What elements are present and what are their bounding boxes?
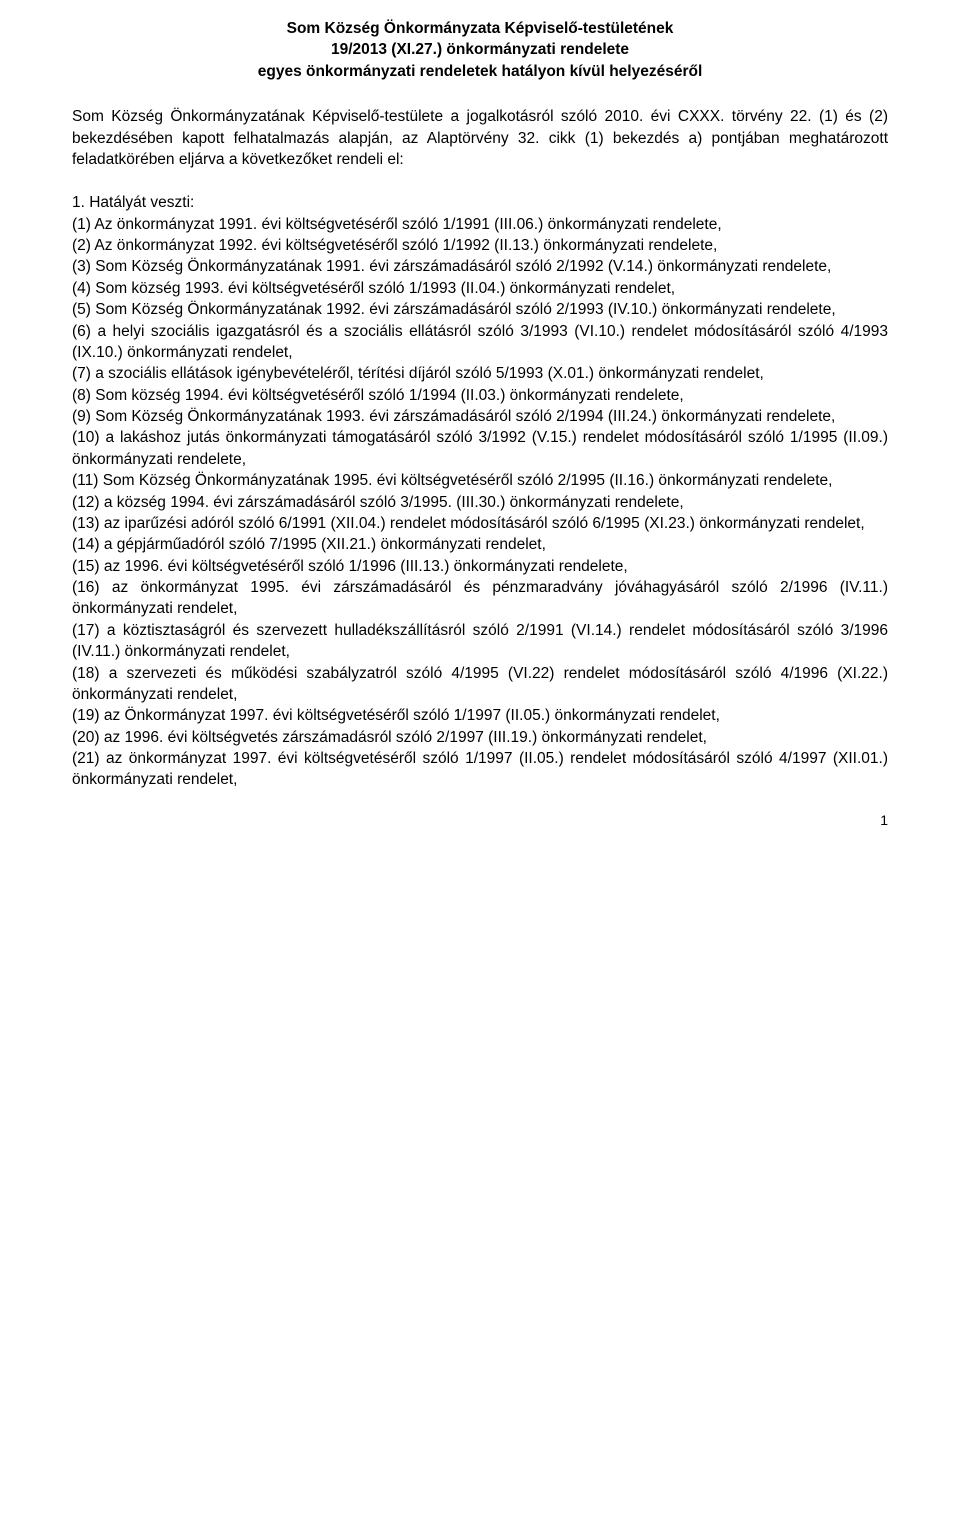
- list-item: (15) az 1996. évi költségvetéséről szóló…: [72, 556, 888, 577]
- document-header: Som Község Önkormányzata Képviselő-testü…: [72, 18, 888, 82]
- list-item: (4) Som község 1993. évi költségvetésérő…: [72, 278, 888, 299]
- header-line-1: Som Község Önkormányzata Képviselő-testü…: [72, 18, 888, 39]
- list-item: (16) az önkormányzat 1995. évi zárszámad…: [72, 577, 888, 620]
- header-line-3: egyes önkormányzati rendeletek hatályon …: [72, 61, 888, 82]
- list-item: (9) Som Község Önkormányzatának 1993. év…: [72, 406, 888, 427]
- list-item: (13) az iparűzési adóról szóló 6/1991 (X…: [72, 513, 888, 534]
- list-item: (21) az önkormányzat 1997. évi költségve…: [72, 748, 888, 791]
- list-item: (12) a község 1994. évi zárszámadásáról …: [72, 492, 888, 513]
- items-list: (1) Az önkormányzat 1991. évi költségvet…: [72, 214, 888, 791]
- header-line-2: 19/2013 (XI.27.) önkormányzati rendelete: [72, 39, 888, 60]
- list-item: (2) Az önkormányzat 1992. évi költségvet…: [72, 235, 888, 256]
- list-item: (5) Som Község Önkormányzatának 1992. év…: [72, 299, 888, 320]
- list-item: (17) a köztisztaságról és szervezett hul…: [72, 620, 888, 663]
- list-item: (10) a lakáshoz jutás önkormányzati támo…: [72, 427, 888, 470]
- section-heading: 1. Hatályát veszti:: [72, 192, 888, 213]
- list-item: (1) Az önkormányzat 1991. évi költségvet…: [72, 214, 888, 235]
- list-item: (3) Som Község Önkormányzatának 1991. év…: [72, 256, 888, 277]
- list-item: (8) Som község 1994. évi költségvetésérő…: [72, 385, 888, 406]
- list-item: (18) a szervezeti és működési szabályzat…: [72, 663, 888, 706]
- list-item: (14) a gépjárműadóról szóló 7/1995 (XII.…: [72, 534, 888, 555]
- list-item: (11) Som Község Önkormányzatának 1995. é…: [72, 470, 888, 491]
- list-item: (6) a helyi szociális igazgatásról és a …: [72, 321, 888, 364]
- list-item: (19) az Önkormányzat 1997. évi költségve…: [72, 705, 888, 726]
- list-item: (7) a szociális ellátások igénybevételér…: [72, 363, 888, 384]
- list-item: (20) az 1996. évi költségvetés zárszámad…: [72, 727, 888, 748]
- page-number: 1: [72, 811, 888, 830]
- intro-paragraph: Som Község Önkormányzatának Képviselő-te…: [72, 106, 888, 170]
